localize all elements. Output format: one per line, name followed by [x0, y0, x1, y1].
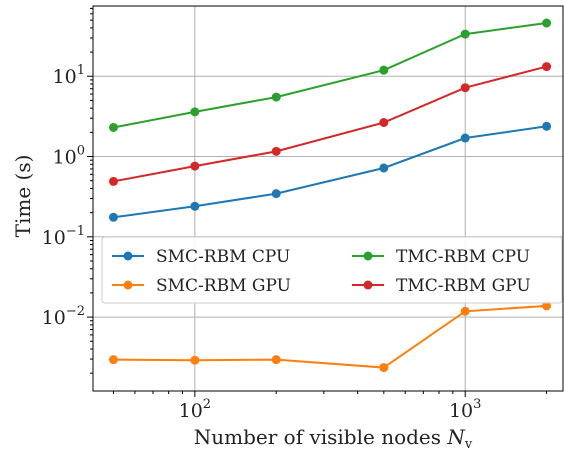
series-tmc-rbm-gpu: [108, 62, 552, 186]
data-point-smc-rbm-cpu: [108, 212, 118, 222]
legend-label: TMC-RBM CPU: [396, 247, 530, 267]
data-point-tmc-rbm-cpu: [108, 122, 118, 132]
y-axis-label: Time (s): [11, 155, 35, 238]
data-point-tmc-rbm-gpu: [379, 118, 389, 128]
legend-label: SMC-RBM CPU: [156, 247, 290, 267]
data-point-tmc-rbm-cpu: [190, 107, 200, 117]
y-tick-label: 10−1: [42, 224, 85, 249]
data-point-tmc-rbm-gpu: [460, 83, 470, 93]
x-tick-label: 103: [449, 397, 481, 422]
data-point-smc-rbm-cpu: [460, 133, 470, 143]
x-axis-label-subscript: v: [464, 437, 473, 450]
legend-marker: [123, 251, 133, 261]
data-point-smc-rbm-gpu: [108, 355, 118, 365]
series-line-tmc-rbm-gpu: [113, 65, 547, 183]
major-ticks: [87, 75, 466, 397]
y-tick-exponent: −2: [66, 304, 85, 319]
series-smc-rbm-gpu: [108, 301, 552, 373]
data-point-tmc-rbm-gpu: [190, 161, 200, 171]
y-tick-label: 10−2: [42, 304, 85, 329]
series-lines: [108, 18, 552, 373]
data-point-tmc-rbm-gpu: [108, 176, 118, 186]
minor-ticks: [90, 7, 548, 394]
legend-box: [101, 236, 563, 304]
data-point-smc-rbm-cpu: [542, 121, 552, 131]
y-tick-label: 101: [53, 63, 85, 88]
grid-lines: [93, 6, 563, 391]
data-point-tmc-rbm-cpu: [542, 18, 552, 28]
y-tick-base: 10: [42, 307, 66, 329]
data-point-tmc-rbm-cpu: [379, 65, 389, 75]
x-tick-base: 10: [179, 400, 203, 422]
data-point-tmc-rbm-cpu: [460, 29, 470, 39]
y-tick-exponent: 1: [77, 63, 85, 78]
data-point-tmc-rbm-gpu: [542, 62, 552, 72]
series-line-tmc-rbm-cpu: [113, 22, 547, 129]
legend-entry-tmc-rbm-cpu: TMC-RBM CPU: [352, 247, 530, 267]
data-point-smc-rbm-gpu: [460, 306, 470, 316]
series-line-smc-rbm-cpu: [113, 125, 547, 219]
legend-marker: [363, 280, 373, 290]
legend-entry-smc-rbm-cpu: SMC-RBM CPU: [112, 247, 290, 267]
legend-marker: [363, 251, 373, 261]
legend-marker: [123, 280, 133, 290]
y-tick-exponent: −1: [66, 224, 85, 239]
plot-frame: [92, 5, 564, 392]
x-axis-label-text: Number of visible nodes: [194, 425, 441, 449]
data-point-tmc-rbm-cpu: [271, 92, 281, 102]
legend-label: TMC-RBM GPU: [396, 276, 531, 296]
series-smc-rbm-cpu: [108, 121, 552, 222]
data-point-smc-rbm-gpu: [542, 301, 552, 311]
y-tick-base: 10: [42, 227, 66, 249]
y-tick-base: 10: [53, 147, 77, 169]
legend-entry-tmc-rbm-gpu: TMC-RBM GPU: [352, 276, 531, 296]
data-point-tmc-rbm-gpu: [271, 146, 281, 156]
legend: SMC-RBM CPU SMC-RBM GPU TMC-RBM CPU TMC-RBM…: [101, 236, 563, 304]
x-tick-exponent: 3: [473, 397, 481, 412]
x-tick-base: 10: [449, 400, 473, 422]
series-tmc-rbm-cpu: [108, 18, 552, 132]
y-tick-label: 100: [53, 144, 85, 169]
data-point-smc-rbm-gpu: [379, 363, 389, 373]
x-tick-label: 102: [179, 397, 211, 422]
data-point-smc-rbm-cpu: [190, 201, 200, 211]
legend-label: SMC-RBM GPU: [156, 276, 291, 296]
y-tick-exponent: 0: [77, 144, 85, 159]
data-point-smc-rbm-cpu: [379, 163, 389, 173]
data-point-smc-rbm-cpu: [271, 189, 281, 199]
data-point-smc-rbm-gpu: [190, 355, 200, 365]
y-tick-base: 10: [53, 66, 77, 88]
series-line-smc-rbm-gpu: [113, 304, 547, 369]
legend-entry-smc-rbm-gpu: SMC-RBM GPU: [112, 276, 291, 296]
x-tick-exponent: 2: [203, 397, 211, 412]
x-axis-label: Number of visible nodes Nv: [194, 425, 473, 450]
data-point-smc-rbm-gpu: [271, 355, 281, 365]
x-axis-label-symbol: N: [446, 425, 466, 449]
